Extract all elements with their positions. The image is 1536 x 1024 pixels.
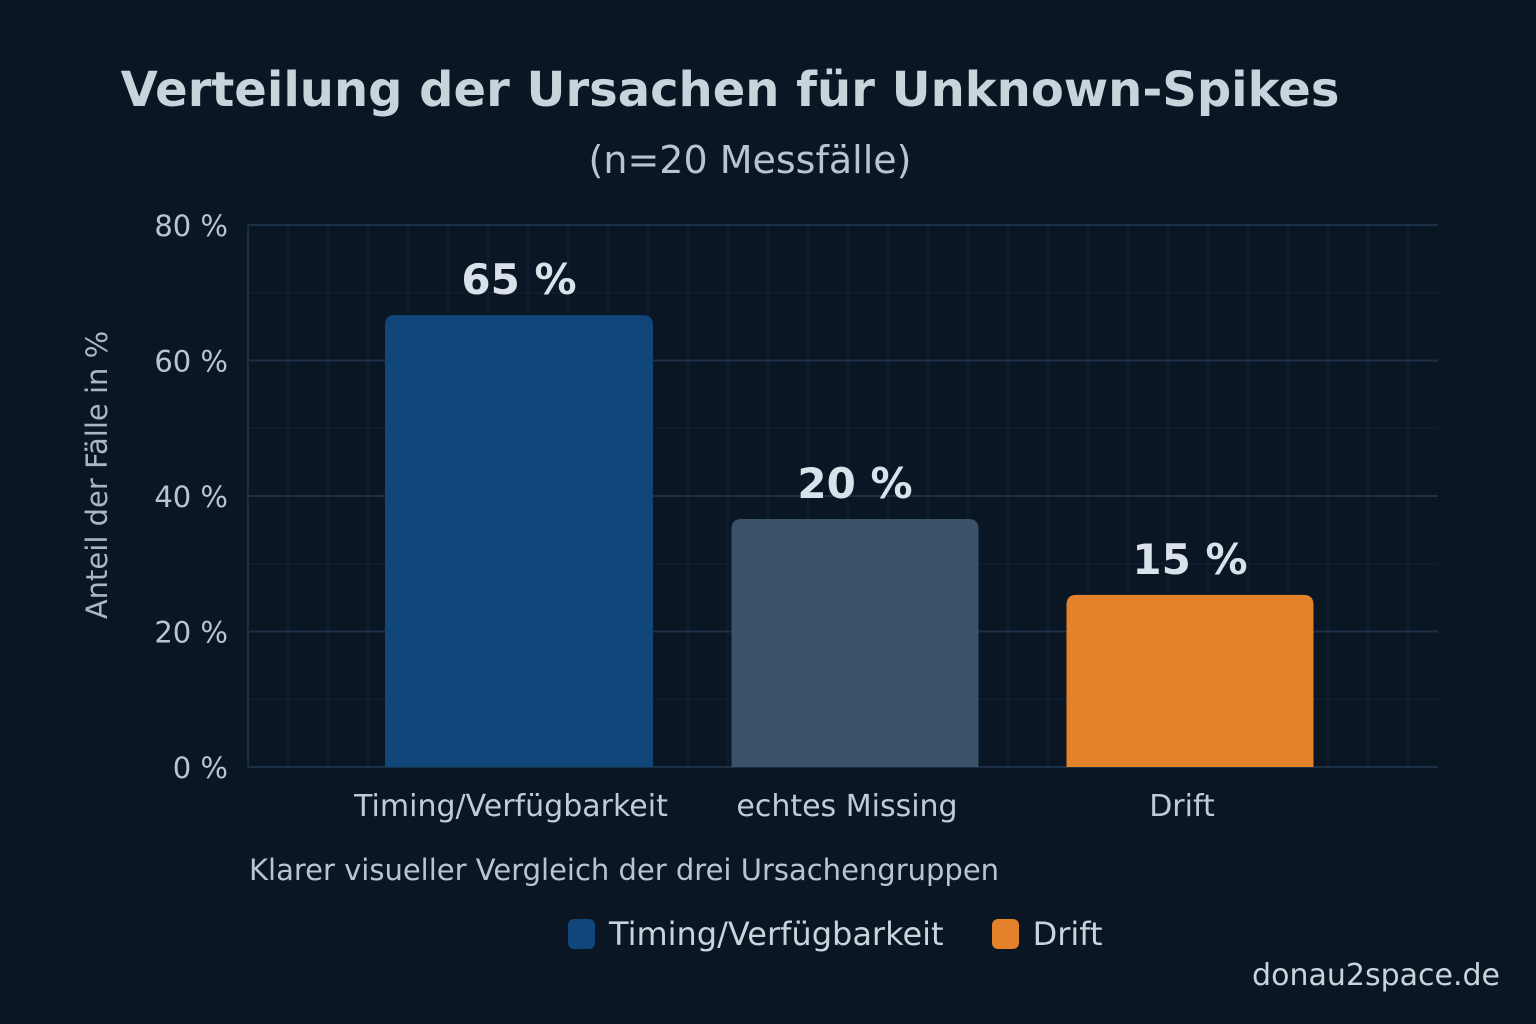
x-tick-label: Timing/Verfügbarkeit — [353, 789, 668, 824]
x-tick-label: Drift — [1149, 789, 1215, 824]
chart-caption: Klarer visueller Vergleich der drei Ursa… — [249, 853, 1000, 887]
legend-label-drift: Drift — [1032, 915, 1103, 953]
legend-swatch-drift — [991, 919, 1019, 949]
site-credit: donau2space.de — [1252, 958, 1500, 993]
bar-2 — [1066, 594, 1314, 767]
x-tick-label: echtes Missing — [736, 789, 957, 824]
chart-title: Verteilung der Ursachen für Unknown-Spik… — [120, 62, 1340, 118]
legend-item-drift: Drift — [991, 915, 1103, 953]
legend: Timing/Verfügbarkeit Drift — [568, 915, 1151, 953]
y-tick-label: 80 % — [154, 209, 228, 243]
legend-item-timing: Timing/Verfügbarkeit — [568, 915, 944, 953]
legend-label-timing: Timing/Verfügbarkeit — [609, 915, 944, 953]
data-label: 65 % — [461, 255, 576, 304]
chart-subtitle: (n=20 Messfälle) — [588, 138, 912, 182]
y-tick-label: 60 % — [154, 345, 228, 379]
bar-0 — [385, 315, 653, 767]
bar-1 — [731, 519, 979, 767]
data-label: 20 % — [797, 459, 912, 508]
legend-swatch-timing — [568, 919, 595, 949]
y-tick-label: 20 % — [154, 616, 228, 650]
y-tick-label: 40 % — [154, 480, 228, 514]
y-tick-label: 0 % — [173, 751, 228, 785]
data-label: 15 % — [1132, 535, 1247, 584]
